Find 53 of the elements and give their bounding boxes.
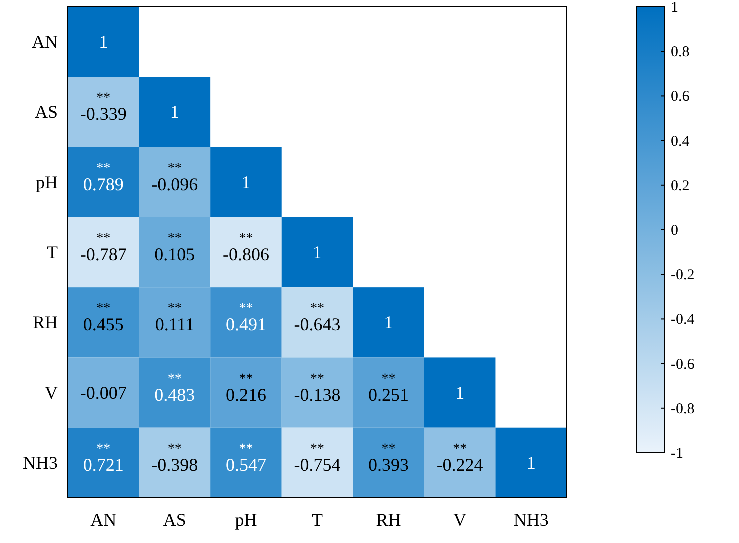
data-label: 1 [170,102,180,122]
color-bar-label: -0.4 [671,312,696,328]
data-label: ** -0.224 [436,442,484,475]
color-bar-label: -0.8 [671,401,695,418]
x-tick-label: V [454,510,467,530]
data-label: ** 0.491 [226,302,266,335]
color-bar-label: 0.6 [671,89,690,106]
data-label: ** -0.096 [152,161,198,194]
color-bar-label: -1 [671,446,684,462]
color-bar-label: -0.2 [671,268,695,284]
data-label: ** 0.111 [155,302,195,335]
data-label: 1 [384,312,394,333]
y-tick-label: AN [32,32,58,52]
data-label: 1 [526,452,536,473]
data-label: ** 0.251 [368,372,410,405]
y-tick-label: NH3 [23,452,58,473]
data-label: ** 0.721 [83,442,124,475]
data-label: 1 [99,32,108,52]
x-tick-label: T [312,510,323,530]
y-tick-label: RH [32,312,58,333]
y-tick-label: T [47,242,58,262]
data-label: 1 [456,382,465,403]
data-label: ** -0.138 [294,372,341,405]
x-tick-label: pH [235,510,258,530]
data-label: -0.007 [80,382,127,403]
y-tick-label: pH [36,172,58,192]
data-label: ** -0.643 [294,302,341,335]
x-tick-label: AS [163,510,186,530]
data-label: ** -0.787 [80,232,127,264]
data-label: ** 0.216 [226,372,266,405]
color-bar-label: -0.6 [671,356,696,373]
data-label: ** -0.339 [80,91,127,124]
color-bar-label: 0.4 [671,134,690,150]
y-tick-label: AS [34,102,58,122]
data-label: ** -0.398 [152,442,198,475]
data-label: ** 0.105 [154,232,196,264]
color-bar-label: 0 [671,223,678,239]
data-label: ** 0.393 [368,442,410,475]
data-label: ** 0.483 [154,372,196,405]
x-tick-label: AN [90,510,117,530]
data-label: ** -0.806 [222,232,270,264]
data-label: ** 0.547 [226,442,266,475]
color-bar-label: 1 [671,0,678,16]
color-bar-label: 0.8 [671,44,690,61]
x-tick-label: NH3 [514,510,549,530]
data-label: ** 0.455 [83,302,124,335]
data-label: ** 0.789 [83,161,124,194]
x-tick-label: RH [376,510,402,530]
data-label: 1 [313,242,322,262]
y-tick-label: V [45,382,58,403]
color-bar-label: 0.2 [671,178,690,194]
data-label: 1 [242,172,251,192]
data-label: ** -0.754 [294,442,341,475]
